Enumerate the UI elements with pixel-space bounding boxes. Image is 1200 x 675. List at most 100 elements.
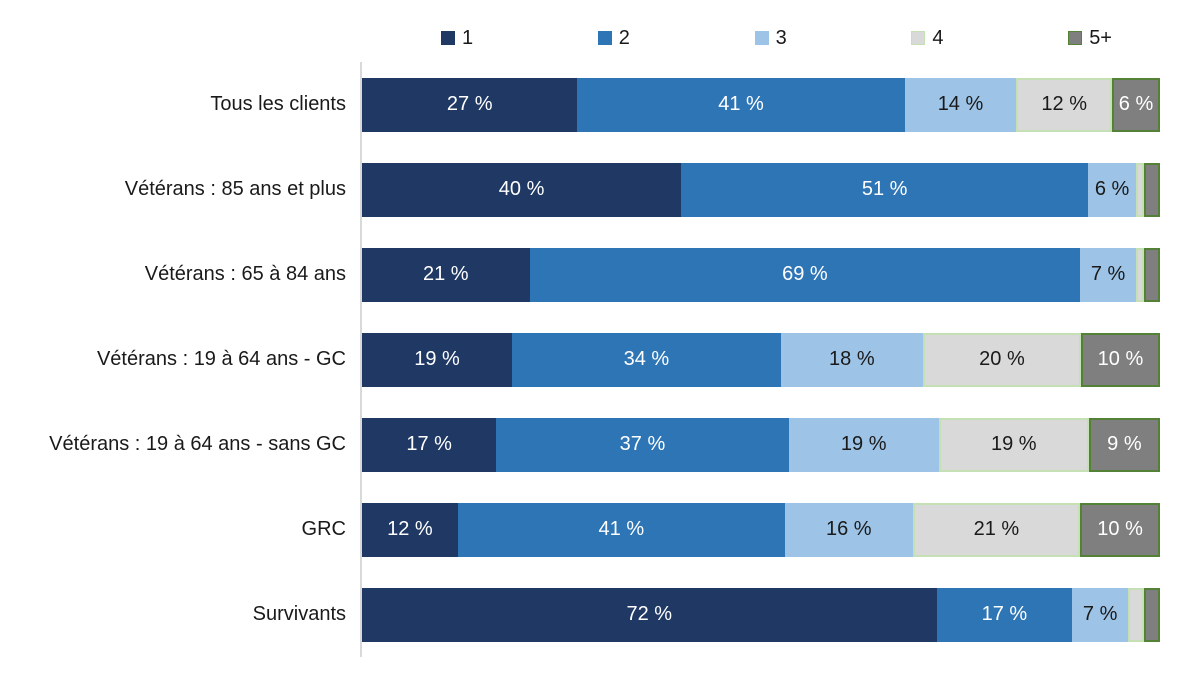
category-label: Vétérans : 19 à 64 ans - sans GC [49,433,346,455]
legend-swatch-icon [1068,31,1083,45]
value-label: 27 % [446,93,493,115]
bar-segment-4: 21 % [912,502,1081,557]
value-label: 17 % [981,603,1028,625]
bar-segment-2: 34 % [512,332,781,387]
value-label: 7 % [1090,263,1126,285]
bar-track: 27 % 41 % 14 % 12 % 6 % [360,62,1160,147]
bar-segment-1: 27 % [362,77,578,132]
category-label: GRC [301,518,346,540]
value-label: 9 % [1107,433,1142,455]
bar-segment-2: 37 % [496,417,789,472]
value-label: 19 % [840,433,887,455]
bar-segment-3: 7 % [1080,247,1137,302]
bar-row: Survivants 72 % 17 % 7 % [0,572,1200,657]
bar-segment-2: 51 % [681,162,1089,217]
category-label: Tous les clients [210,93,346,115]
bar-segment-5+: 9 % [1088,417,1160,472]
legend-swatch-icon [597,31,612,45]
bar-segment-1: 72 % [362,587,937,642]
value-label: 10 % [1097,348,1144,370]
category-label: Vétérans : 65 à 84 ans [144,263,346,285]
bar-segment-4 [1136,247,1145,302]
legend-swatch-icon [441,31,455,45]
value-label: 12 % [1041,93,1088,115]
legend: 1 2 3 4 5+ [389,22,1160,54]
bar-segment-2: 41 % [577,77,905,132]
legend-item-4: 4 [911,26,944,50]
bar-segment-1: 40 % [362,162,682,217]
bar-track: 17 % 37 % 19 % 19 % 9 % [360,402,1160,487]
bar-segment-1: 19 % [362,332,513,387]
bar-track: 40 % 51 % 6 % [360,147,1160,232]
value-label: 34 % [623,348,670,370]
bar-segment-4 [1128,587,1145,642]
bar-segment-4: 19 % [938,417,1089,472]
value-label: 16 % [825,518,872,540]
value-label: 51 % [861,178,908,200]
bar-segment-3: 6 % [1088,162,1137,217]
plot-area: Tous les clients 27 % 41 % 14 % 12 % 6 % Vétér… [0,62,1200,657]
bar-track: 12 % 41 % 16 % 21 % 10 % [360,487,1160,572]
bar-segment-3: 18 % [780,332,923,387]
bar-segment-2: 41 % [457,502,785,557]
value-label: 19 % [991,433,1037,455]
value-label: 41 % [718,93,764,115]
bar-row: GRC 12 % 41 % 16 % 21 % 10 % [0,487,1200,572]
bar-row: Vétérans : 65 à 84 ans 21 % 69 % 7 % [0,232,1200,317]
legend-item-3: 3 [754,26,787,50]
value-label: 41 % [598,518,645,540]
value-label: 37 % [619,433,666,455]
bar-segment-1: 12 % [362,502,458,557]
category-label: Vétérans : 85 ans et plus [124,178,346,200]
bar-segment-3: 16 % [784,502,913,557]
legend-label: 2 [618,26,630,49]
bar-segment-4: 12 % [1016,77,1113,132]
bar-segment-4: 20 % [922,332,1081,387]
legend-label: 4 [932,26,944,49]
legend-label: 5+ [1089,26,1112,49]
bar-track: 21 % 69 % 7 % [360,232,1160,317]
bar-segment-5+: 10 % [1080,502,1160,557]
legend-label: 1 [462,26,474,49]
value-label: 20 % [979,348,1025,370]
legend-label: 3 [775,26,787,49]
legend-swatch-icon [911,31,926,45]
value-label: 69 % [782,263,828,285]
value-label: 14 % [937,93,984,115]
bar-track: 19 % 34 % 18 % 20 % 10 % [360,317,1160,402]
value-label: 6 % [1094,178,1130,200]
bar-segment-5+ [1144,162,1160,217]
bar-row: Vétérans : 19 à 64 ans - GC 19 % 34 % 18 % 2… [0,317,1200,402]
value-label: 21 % [422,263,469,285]
bar-segment-5+: 6 % [1112,77,1160,132]
legend-item-2: 2 [597,26,630,50]
bar-segment-1: 17 % [362,417,497,472]
bar-segment-5+ [1144,587,1160,642]
bar-segment-5+: 10 % [1080,332,1160,387]
value-label: 18 % [829,348,875,370]
bar-segment-4 [1136,162,1144,217]
legend-item-1: 1 [441,27,473,50]
legend-swatch-icon [754,31,769,45]
category-label: Survivants [252,603,346,625]
bar-segment-2: 69 % [529,247,1081,302]
bar-row: Vétérans : 19 à 64 ans - sans GC 17 % 37 %… [0,402,1200,487]
value-label: 21 % [973,518,1020,540]
bar-track: 72 % 17 % 7 % [360,572,1160,657]
value-label: 19 % [414,348,460,370]
bar-segment-3: 19 % [788,417,939,472]
value-label: 10 % [1097,518,1143,540]
bar-segment-3: 7 % [1072,587,1129,642]
value-label: 7 % [1082,603,1118,625]
legend-item-5+: 5+ [1068,27,1112,50]
bar-segment-2: 17 % [936,587,1073,642]
value-label: 17 % [406,433,452,455]
value-label: 6 % [1118,93,1154,115]
bar-segment-3: 14 % [904,77,1017,132]
value-label: 40 % [498,178,545,200]
bar-segment-5+ [1144,247,1160,302]
bar-row: Tous les clients 27 % 41 % 14 % 12 % 6 % [0,62,1200,147]
value-label: 72 % [626,603,673,625]
bar-segment-1: 21 % [362,247,530,302]
